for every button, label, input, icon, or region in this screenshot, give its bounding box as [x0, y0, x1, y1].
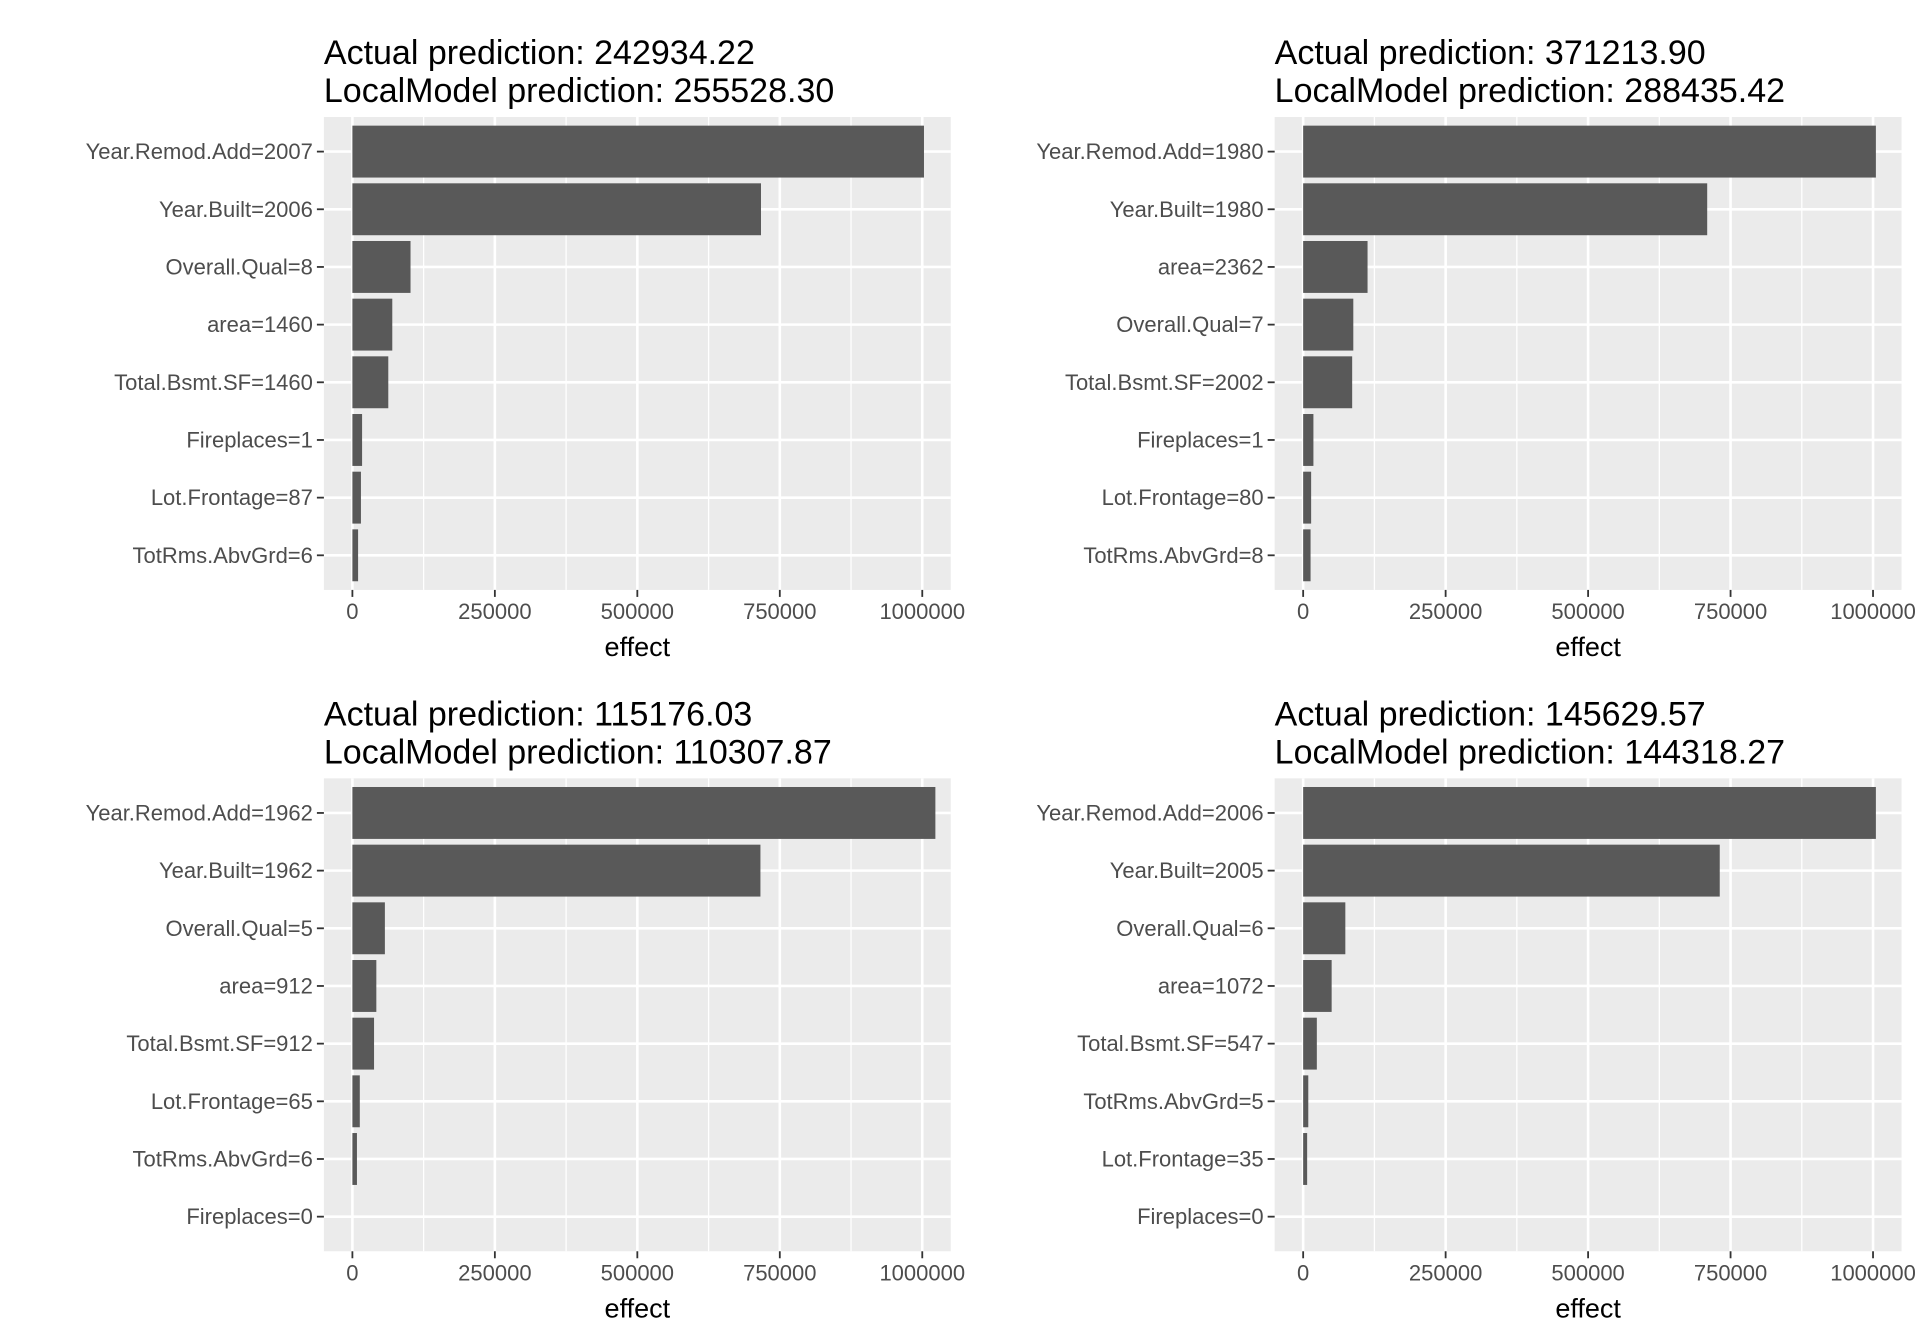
bar-4	[352, 960, 377, 1012]
chart-panel-3: Year.Remod.Add=1962 Year.Built=1962 Overal…	[86, 695, 966, 1323]
chart-panel-2: Year.Remod.Add=1980 Year.Built=1980 area=2…	[1036, 34, 1916, 662]
bar-3	[352, 240, 411, 293]
x-tick-label: 750000	[1694, 599, 1767, 624]
category-label: TotRms.AbvGrd=8	[1083, 543, 1263, 568]
bar-2	[352, 183, 761, 236]
category-label: TotRms.AbvGrd=5	[1083, 1089, 1263, 1114]
x-tick-label: 0	[346, 1260, 358, 1285]
bar-7	[1303, 471, 1312, 524]
category-label: Year.Remod.Add=2007	[86, 139, 313, 164]
x-axis-title: effect	[1555, 1293, 1621, 1323]
chart-title: Actual prediction: 145629.57	[1275, 695, 1706, 733]
category-label: area=912	[219, 973, 313, 998]
category-label: Lot.Frontage=87	[151, 485, 313, 510]
bar-8	[1303, 529, 1311, 582]
bar-5	[352, 356, 389, 409]
bar-8	[352, 529, 359, 582]
category-label: Lot.Frontage=35	[1102, 1146, 1264, 1171]
x-tick-label: 750000	[1694, 1260, 1767, 1285]
chart-panel-1: Year.Remod.Add=2007 Year.Built=2006 Overal…	[86, 34, 966, 662]
chart-title: Actual prediction: 242934.22	[324, 34, 755, 72]
bar-7	[352, 471, 361, 524]
bar-5	[1303, 1017, 1317, 1070]
bar-7	[352, 1133, 357, 1185]
category-label: Fireplaces=0	[1137, 1204, 1264, 1229]
category-label: Fireplaces=1	[1137, 427, 1264, 452]
category-label: Lot.Frontage=80	[1102, 485, 1264, 510]
x-tick-label: 250000	[458, 599, 531, 624]
chart-title: Actual prediction: 371213.90	[1275, 34, 1706, 72]
category-label: area=1072	[1158, 973, 1264, 998]
x-tick-label: 1000000	[1830, 1260, 1916, 1285]
bar-7	[1303, 1133, 1308, 1185]
chart-panel-4: Year.Remod.Add=2006 Year.Built=2005 Overal…	[1036, 695, 1916, 1323]
x-axis-title: effect	[605, 632, 671, 662]
bar-1	[352, 125, 924, 178]
x-tick-label: 500000	[601, 1260, 674, 1285]
bar-2	[1303, 844, 1720, 897]
category-label: Overall.Qual=5	[166, 916, 313, 941]
x-axis-title: effect	[1555, 632, 1621, 662]
x-tick-label: 0	[1297, 1260, 1309, 1285]
category-label: Total.Bsmt.SF=547	[1077, 1031, 1263, 1056]
x-tick-label: 0	[346, 599, 358, 624]
x-tick-label: 500000	[1551, 1260, 1624, 1285]
category-label: Total.Bsmt.SF=912	[126, 1031, 312, 1056]
bar-6	[1303, 414, 1314, 466]
x-tick-label: 500000	[601, 599, 674, 624]
bar-6	[352, 414, 363, 466]
chart-subtitle: LocalModel prediction: 110307.87	[324, 733, 832, 771]
bar-1	[1303, 786, 1876, 839]
chart-subtitle: LocalModel prediction: 255528.30	[324, 72, 834, 110]
bar-6	[1303, 1075, 1309, 1128]
category-label: Year.Remod.Add=1980	[1036, 139, 1263, 164]
x-tick-label: 500000	[1551, 599, 1624, 624]
chart-subtitle: LocalModel prediction: 288435.42	[1275, 72, 1785, 110]
category-label: Year.Built=2006	[159, 197, 313, 222]
category-label: Overall.Qual=6	[1116, 916, 1263, 941]
category-label: Fireplaces=1	[186, 427, 313, 452]
x-tick-label: 250000	[1409, 1260, 1482, 1285]
bar-3	[1303, 240, 1368, 293]
category-label: Overall.Qual=7	[1116, 312, 1263, 337]
x-tick-label: 1000000	[879, 1260, 965, 1285]
bar-2	[352, 844, 761, 897]
category-label: Total.Bsmt.SF=1460	[114, 370, 313, 395]
category-label: TotRms.AbvGrd=6	[133, 543, 313, 568]
category-label: TotRms.AbvGrd=6	[133, 1146, 313, 1171]
bar-4	[1303, 298, 1354, 351]
x-tick-label: 750000	[743, 599, 816, 624]
category-label: Fireplaces=0	[186, 1204, 313, 1229]
bar-5	[1303, 356, 1353, 409]
category-label: Year.Built=1980	[1110, 197, 1264, 222]
category-label: Total.Bsmt.SF=2002	[1065, 370, 1264, 395]
category-label: Year.Remod.Add=1962	[86, 800, 313, 825]
x-tick-label: 250000	[1409, 599, 1482, 624]
x-tick-label: 1000000	[879, 599, 965, 624]
chart-subtitle: LocalModel prediction: 144318.27	[1275, 733, 1785, 771]
bar-6	[352, 1075, 360, 1128]
bar-3	[1303, 902, 1346, 955]
chart-title: Actual prediction: 115176.03	[324, 695, 752, 733]
x-tick-label: 250000	[458, 1260, 531, 1285]
category-label: Year.Remod.Add=2006	[1036, 800, 1263, 825]
x-tick-label: 0	[1297, 599, 1309, 624]
category-label: Overall.Qual=8	[166, 254, 313, 279]
category-label: area=2362	[1158, 254, 1264, 279]
bar-4	[352, 298, 393, 351]
bar-1	[1303, 125, 1876, 178]
bar-2	[1303, 183, 1708, 236]
category-label: area=1460	[207, 312, 313, 337]
bar-1	[352, 786, 936, 839]
x-axis-title: effect	[605, 1293, 671, 1323]
category-label: Year.Built=2005	[1110, 858, 1264, 883]
bar-5	[352, 1017, 375, 1070]
category-label: Year.Built=1962	[159, 858, 313, 883]
bar-4	[1303, 960, 1332, 1012]
bar-3	[352, 902, 385, 955]
x-tick-label: 1000000	[1830, 599, 1916, 624]
x-tick-label: 750000	[743, 1260, 816, 1285]
category-label: Lot.Frontage=65	[151, 1089, 313, 1114]
